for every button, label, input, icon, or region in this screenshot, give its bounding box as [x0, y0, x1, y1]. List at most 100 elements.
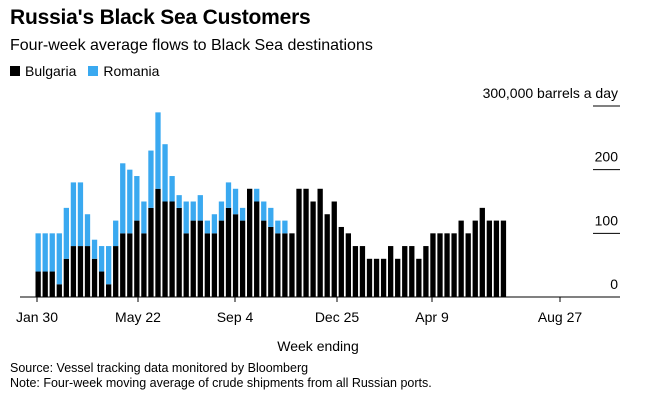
bar-bulgaria	[190, 220, 196, 297]
bar-romania	[162, 144, 168, 202]
bar-bulgaria	[169, 201, 175, 297]
bar-bulgaria	[176, 207, 182, 297]
bar-bulgaria	[416, 258, 422, 297]
bar-romania	[134, 176, 140, 221]
bar-romania	[197, 195, 203, 221]
bar-bulgaria	[106, 284, 112, 297]
bar-bulgaria	[141, 233, 147, 297]
bar-romania	[98, 246, 105, 272]
bar-bulgaria	[35, 271, 41, 297]
bar-romania	[127, 169, 133, 234]
legend-item-bulgaria: Bulgaria	[10, 63, 76, 79]
bar-bulgaria	[486, 220, 492, 297]
legend-item-romania: Romania	[88, 63, 159, 79]
bar-bulgaria	[247, 188, 253, 297]
bar-romania	[148, 150, 154, 208]
bar-bulgaria	[49, 271, 55, 297]
bar-bulgaria	[479, 207, 485, 297]
bar-bulgaria	[437, 233, 443, 297]
bar-bulgaria	[451, 233, 457, 297]
bar-romania	[268, 207, 274, 227]
bar-bulgaria	[211, 233, 218, 297]
bar-romania	[190, 201, 196, 221]
bar-romania	[84, 214, 91, 247]
bar-bulgaria	[317, 188, 323, 297]
bar-bulgaria	[324, 214, 330, 297]
bar-bulgaria	[289, 233, 295, 297]
legend: Bulgaria Romania	[10, 63, 171, 79]
bar-bulgaria	[197, 220, 203, 297]
bar-romania	[204, 220, 210, 234]
bar-bulgaria	[465, 233, 471, 297]
bar-bulgaria	[70, 246, 77, 297]
bar-bulgaria	[120, 233, 126, 297]
bar-bulgaria	[77, 246, 84, 297]
bar-bulgaria	[423, 246, 429, 297]
bar-bulgaria	[338, 226, 344, 297]
bar-bulgaria	[458, 220, 464, 297]
bar-bulgaria	[282, 233, 288, 297]
bar-bulgaria	[430, 233, 436, 297]
bar-bulgaria	[183, 233, 189, 297]
bar-bulgaria	[204, 233, 210, 297]
bar-bulgaria	[98, 271, 105, 297]
bar-romania	[183, 201, 189, 234]
bar-bulgaria	[395, 258, 401, 297]
bar-romania	[218, 201, 225, 221]
bar-romania	[70, 182, 77, 247]
y-tick-label: 100	[595, 212, 619, 228]
bar-bulgaria	[91, 258, 98, 297]
y-tick-label: 200	[595, 149, 619, 165]
bar-romania	[91, 239, 98, 259]
bar-romania	[120, 163, 126, 234]
bar-bulgaria	[261, 220, 267, 297]
bar-romania	[275, 220, 281, 234]
bar-romania	[63, 207, 69, 259]
bar-bulgaria	[232, 214, 239, 297]
bar-romania	[35, 233, 41, 272]
bar-romania	[254, 188, 260, 202]
chart-subtitle: Four-week average flows to Black Sea des…	[10, 37, 373, 54]
x-tick-label: May 22	[115, 309, 161, 325]
bar-bulgaria	[275, 233, 281, 297]
bar-bulgaria	[239, 220, 246, 297]
bar-bulgaria	[345, 233, 351, 297]
bar-bulgaria	[303, 188, 309, 297]
bar-bulgaria	[388, 246, 394, 297]
bar-bulgaria	[310, 201, 316, 297]
bar-romania	[239, 207, 246, 221]
y-tick-label: 0	[610, 276, 618, 292]
bar-bulgaria	[127, 233, 133, 297]
bar-romania	[49, 233, 55, 272]
source-note: Source: Vessel tracking data monitored b…	[10, 361, 309, 375]
footnote: Note: Four-week moving average of crude …	[10, 376, 432, 390]
bar-bulgaria	[218, 220, 225, 297]
bar-romania	[77, 182, 84, 247]
y-tick-label: 300,000 barrels a day	[483, 85, 618, 101]
chart-title: Russia's Black Sea Customers	[10, 6, 311, 29]
bar-bulgaria	[63, 258, 69, 297]
x-tick-label: Dec 25	[315, 309, 360, 325]
bar-romania	[211, 214, 218, 234]
bar-romania	[282, 220, 288, 234]
x-tick-label: Sep 4	[217, 309, 254, 325]
legend-swatch-romania	[88, 66, 99, 76]
bar-bulgaria	[380, 258, 387, 297]
x-tick-label: Apr 9	[415, 309, 449, 325]
bar-romania	[113, 220, 119, 247]
bar-bulgaria	[56, 284, 62, 297]
bar-bulgaria	[134, 220, 140, 297]
bar-bulgaria	[296, 188, 302, 297]
bar-bulgaria	[148, 207, 154, 297]
bar-bulgaria	[409, 246, 415, 297]
bar-bulgaria	[444, 233, 450, 297]
x-tick-label: Aug 27	[538, 309, 583, 325]
bar-bulgaria	[162, 201, 168, 297]
legend-label-romania: Romania	[103, 63, 160, 79]
bar-romania	[56, 233, 62, 285]
bar-bulgaria	[113, 246, 119, 297]
bar-bulgaria	[366, 258, 373, 297]
bar-romania	[261, 201, 267, 221]
legend-label-bulgaria: Bulgaria	[25, 63, 77, 79]
